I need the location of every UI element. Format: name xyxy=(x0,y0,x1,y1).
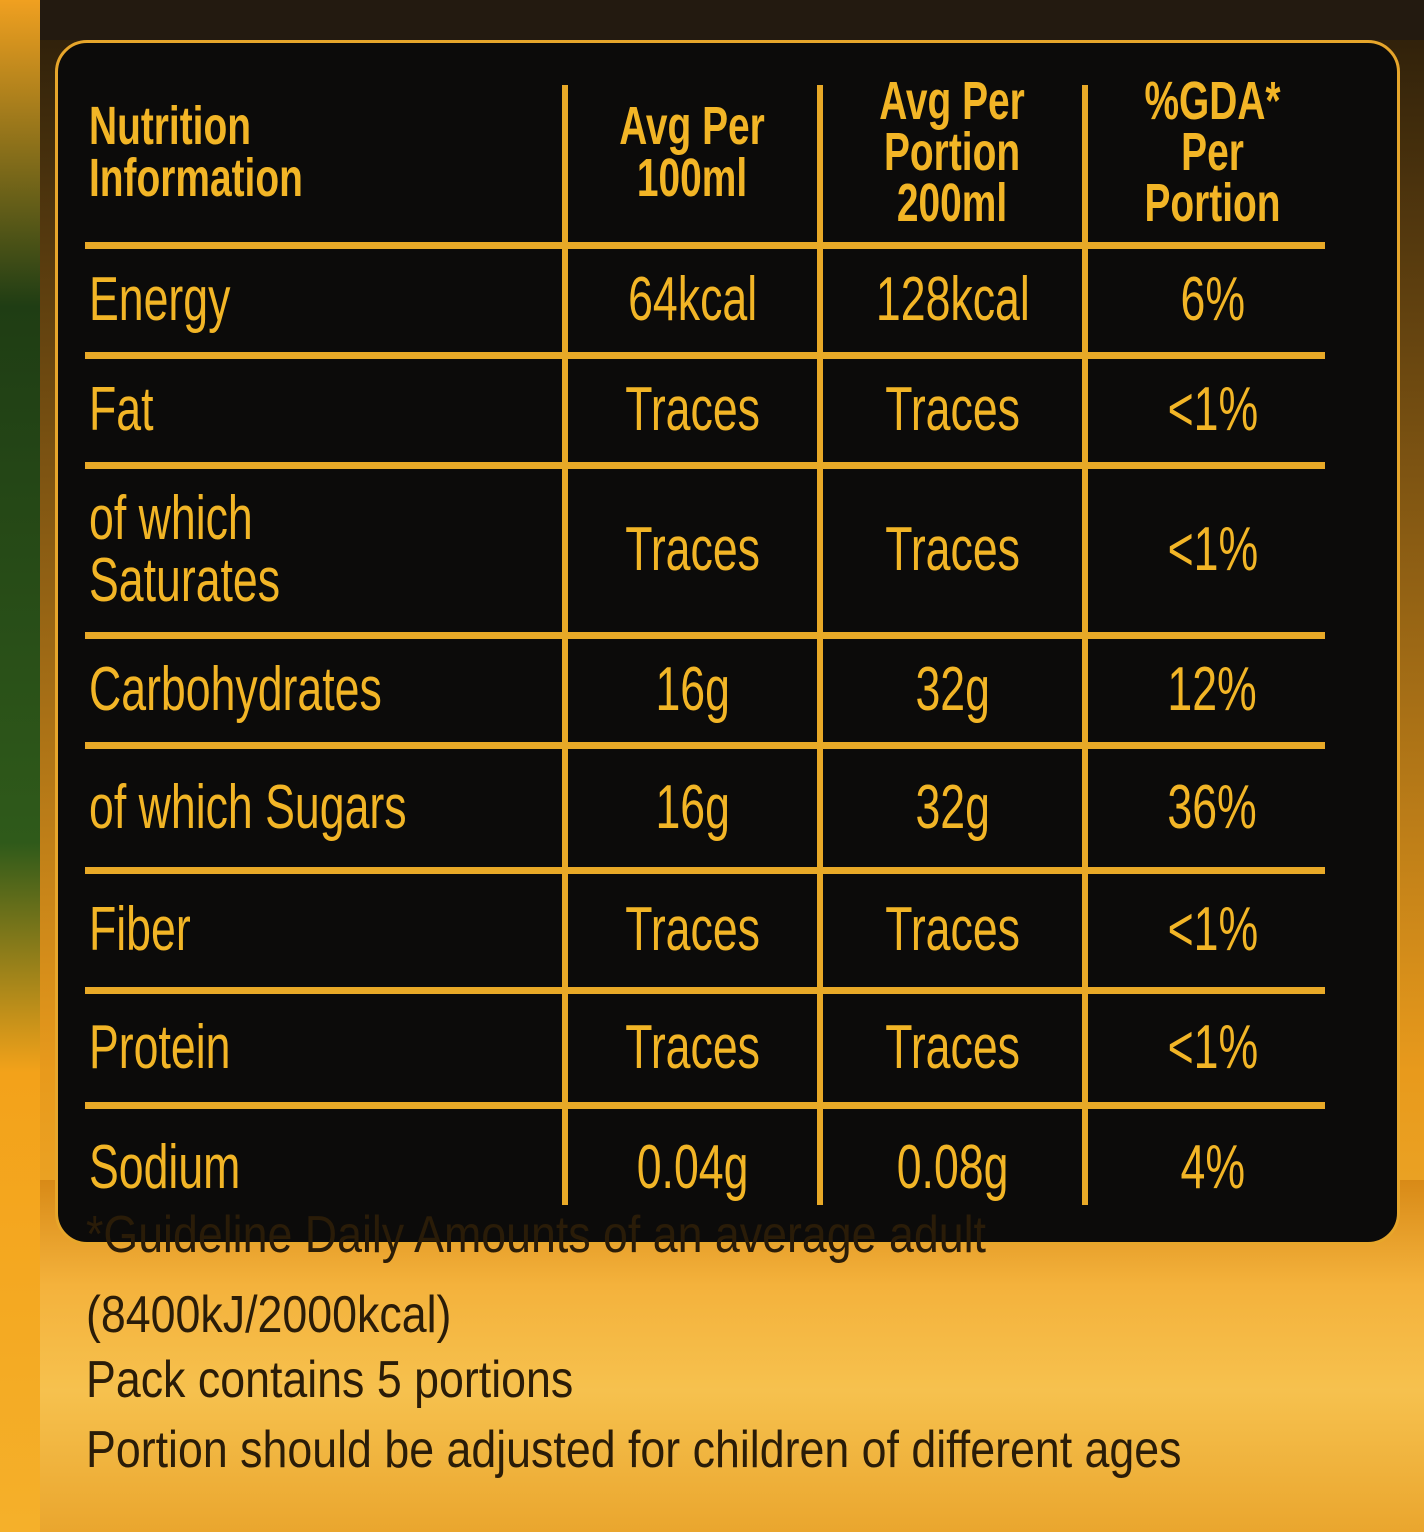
value-cell: 32g xyxy=(915,655,990,724)
value-cell: 64kcal xyxy=(627,265,758,334)
packaging-top xyxy=(40,0,1424,40)
row-divider xyxy=(85,1102,1325,1109)
row-divider xyxy=(85,987,1325,994)
footnote: Pack contains 5 portions xyxy=(86,1351,574,1409)
value-cell: Traces xyxy=(885,895,1020,964)
header-cell: Nutrition Information xyxy=(89,96,303,208)
value-cell: 36% xyxy=(1167,772,1258,842)
value-cell: Traces xyxy=(885,375,1020,444)
footnote: Portion should be adjusted for children … xyxy=(86,1421,1182,1479)
row-label: Carbohydrates xyxy=(89,655,382,724)
row-label: of which Sugars xyxy=(89,772,407,842)
header-cell: Avg Per Portion 200ml xyxy=(879,70,1026,234)
value-cell: 128kcal xyxy=(875,265,1030,334)
row-label: Sodium xyxy=(89,1132,241,1202)
value-cell: Traces xyxy=(625,515,760,584)
footnote: (8400kJ/2000kcal) xyxy=(86,1286,452,1344)
row-divider xyxy=(85,242,1325,249)
value-cell: <1% xyxy=(1167,895,1258,964)
column-divider xyxy=(562,85,568,1205)
row-divider xyxy=(85,462,1325,469)
column-divider xyxy=(1082,85,1088,1205)
value-cell: 0.08g xyxy=(896,1132,1009,1202)
value-cell: 0.04g xyxy=(636,1132,749,1202)
row-label: Protein xyxy=(89,1012,231,1082)
value-cell: Traces xyxy=(885,515,1020,584)
value-cell: Traces xyxy=(885,1012,1020,1082)
value-cell: <1% xyxy=(1167,375,1258,444)
value-cell: 16g xyxy=(655,772,730,842)
row-label: Energy xyxy=(89,265,231,334)
packaging-edge xyxy=(0,0,40,1532)
nutrition-table xyxy=(55,40,1400,1245)
header-cell: %GDA* Per Portion xyxy=(1144,70,1281,234)
value-cell: <1% xyxy=(1167,1012,1258,1082)
row-divider xyxy=(85,867,1325,874)
value-cell: 32g xyxy=(915,772,990,842)
footnote: *Guideline Daily Amounts of an average a… xyxy=(86,1206,986,1264)
row-label: of which Saturates xyxy=(89,484,281,615)
row-label: Fat xyxy=(89,375,154,444)
header-cell: Avg Per 100ml xyxy=(619,96,766,208)
value-cell: 12% xyxy=(1167,655,1258,724)
value-cell: 4% xyxy=(1180,1132,1245,1202)
value-cell: Traces xyxy=(625,1012,760,1082)
value-cell: 6% xyxy=(1180,265,1245,334)
row-divider xyxy=(85,742,1325,749)
row-divider xyxy=(85,352,1325,359)
value-cell: 16g xyxy=(655,655,730,724)
column-divider xyxy=(817,85,823,1205)
value-cell: Traces xyxy=(625,375,760,444)
row-divider xyxy=(85,632,1325,639)
value-cell: Traces xyxy=(625,895,760,964)
row-label: Fiber xyxy=(89,895,191,964)
value-cell: <1% xyxy=(1167,515,1258,584)
